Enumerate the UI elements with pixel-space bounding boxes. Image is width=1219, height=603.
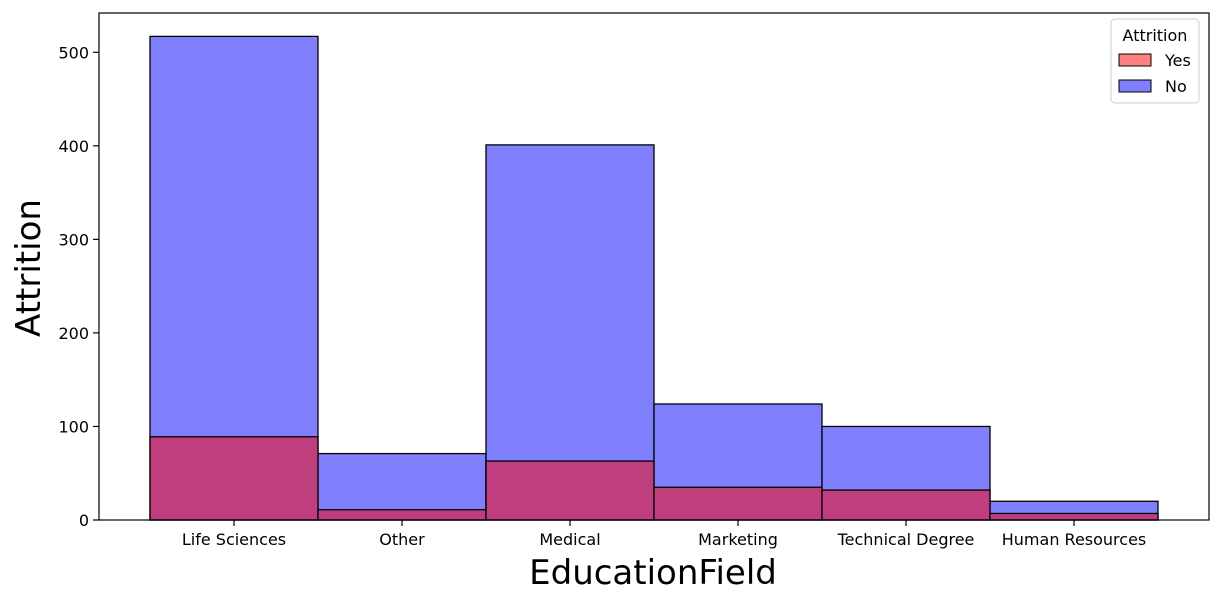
x-tick-label-0: Life Sciences	[182, 530, 286, 549]
x-tick-label-4: Technical Degree	[837, 530, 975, 549]
y-tick-label-2: 200	[58, 324, 89, 343]
y-tick-label-5: 500	[58, 43, 89, 62]
y-tick-label-3: 300	[58, 230, 89, 249]
y-axis-title: Attrition	[9, 199, 49, 337]
bar-yes-1	[317, 509, 487, 521]
y-tick-label-4: 400	[58, 137, 89, 156]
bar-yes-3	[653, 486, 823, 521]
y-axis-ticks: 0 100 200 300 400 500	[58, 43, 99, 530]
x-tick-label-2: Medical	[539, 530, 600, 549]
bar-yes-2	[485, 460, 655, 521]
x-tick-label-1: Other	[379, 530, 425, 549]
x-axis-title: EducationField	[529, 553, 777, 593]
bar-no-1	[317, 452, 487, 521]
legend-swatch-no	[1118, 79, 1152, 93]
bars-layer	[149, 35, 1159, 521]
legend-swatch-yes	[1118, 53, 1152, 67]
legend: Attrition Yes No	[1110, 18, 1200, 104]
x-axis-ticks: Life Sciences Other Medical Marketing Techni…	[182, 520, 1146, 549]
y-tick-label-1: 100	[58, 417, 89, 436]
bar-no-2	[485, 144, 655, 521]
bar-yes-4	[821, 489, 991, 521]
plot-frame	[98, 12, 1210, 521]
x-tick-label-3: Marketing	[698, 530, 778, 549]
legend-title: Attrition	[1123, 26, 1188, 45]
legend-label-yes: Yes	[1164, 51, 1191, 70]
bar-yes-0	[149, 436, 319, 521]
x-tick-label-5: Human Resources	[1002, 530, 1147, 549]
y-tick-label-0: 0	[79, 511, 89, 530]
legend-label-no: No	[1165, 77, 1187, 96]
bar-yes-5	[989, 512, 1159, 521]
